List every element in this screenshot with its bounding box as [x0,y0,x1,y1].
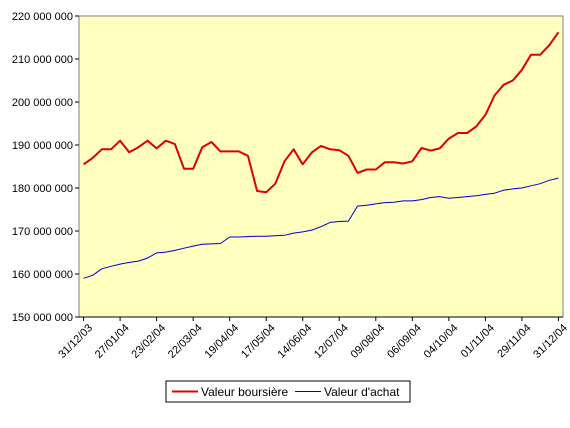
y-tick-label: 200 000 000 [12,97,73,109]
y-tick-label: 220 000 000 [12,11,73,23]
y-tick-label: 170 000 000 [12,226,73,238]
x-tick-label: 04/10/04 [422,322,461,361]
x-tick-label: 27/01/04 [93,322,132,361]
legend-label-valeur-boursiere: Valeur boursière [201,385,288,399]
x-tick-label: 14/06/04 [276,322,315,361]
y-tick-label: 210 000 000 [12,54,73,66]
x-tick-label: 29/11/04 [495,322,533,360]
x-tick-label: 31/12/03 [56,322,95,361]
x-tick-label: 01/11/04 [459,322,497,360]
x-tick-label: 12/07/04 [312,322,351,361]
x-tick-label: 06/09/04 [385,322,424,361]
y-tick-label: 150 000 000 [12,312,73,324]
x-tick-label: 09/08/04 [349,322,388,361]
series-layer [83,31,560,279]
x-tick-label: 17/05/04 [239,322,278,361]
y-tick-label: 190 000 000 [12,140,73,152]
plot-area [78,15,564,318]
legend-label-valeur-achat: Valeur d'achat [324,385,400,399]
x-tick-label: 23/02/04 [129,322,168,361]
x-axis: 31/12/0327/01/0423/02/0422/03/0419/04/04… [56,316,570,361]
series-line-valeur-boursiere [83,31,560,194]
series-line-valeur-achat [83,177,559,279]
legend: Valeur boursière Valeur d'achat [165,380,411,403]
y-tick-label: 160 000 000 [12,269,73,281]
x-tick-label: 31/12/04 [531,322,570,361]
x-tick-label: 22/03/04 [166,322,205,361]
legend-box [165,380,411,403]
y-tick-label: 180 000 000 [12,183,73,195]
y-axis: 150 000 000 160 000 000 170 000 000 180 000… [12,11,79,324]
x-tick-label: 19/04/04 [202,322,241,361]
